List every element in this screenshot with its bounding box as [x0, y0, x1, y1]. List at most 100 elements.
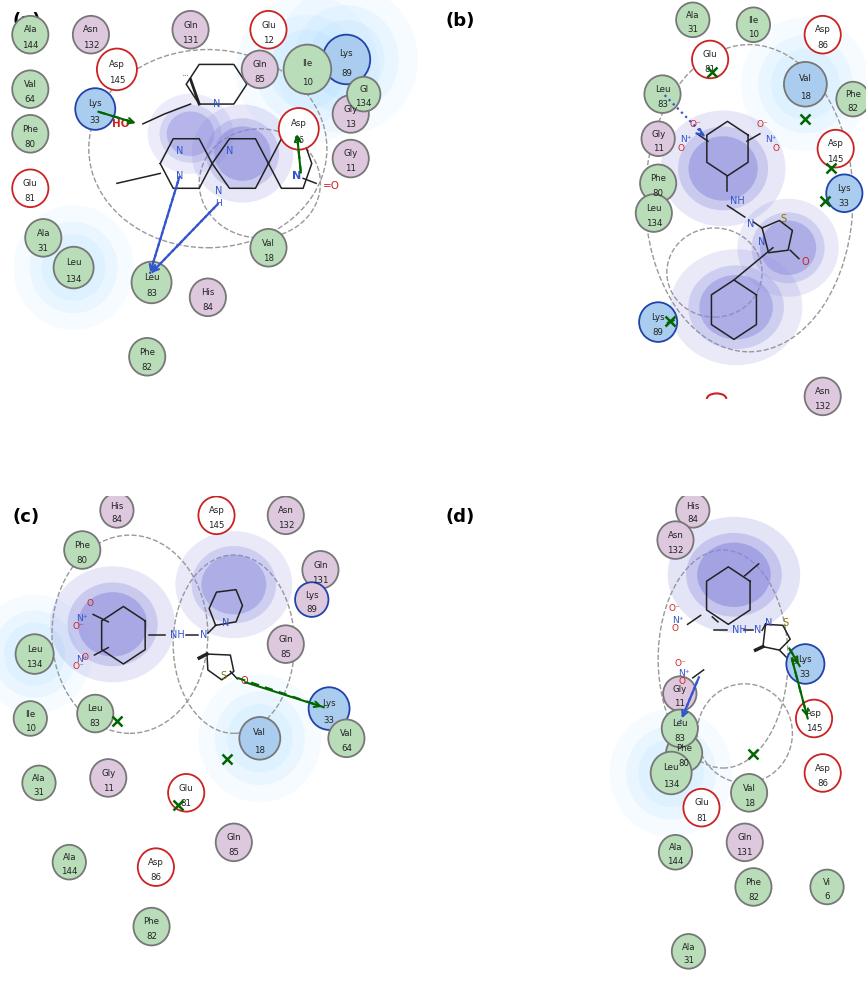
Text: O: O	[772, 144, 780, 154]
Text: Ala: Ala	[32, 774, 46, 783]
Text: 132: 132	[814, 402, 831, 411]
Ellipse shape	[676, 494, 709, 527]
Text: 86: 86	[818, 41, 828, 50]
Text: 83: 83	[146, 289, 157, 298]
Text: N: N	[754, 625, 762, 635]
Ellipse shape	[269, 30, 346, 109]
Text: 131: 131	[312, 576, 329, 585]
Text: 86: 86	[151, 873, 161, 882]
Text: 80: 80	[653, 189, 663, 198]
Text: N⁺: N⁺	[766, 135, 777, 145]
Text: Val: Val	[340, 729, 352, 738]
Text: 134: 134	[662, 780, 680, 789]
Text: 134: 134	[355, 99, 372, 108]
Text: Leu: Leu	[66, 258, 81, 267]
Text: Ala: Ala	[36, 229, 50, 238]
Text: NH: NH	[729, 196, 745, 206]
Ellipse shape	[323, 35, 371, 84]
Ellipse shape	[735, 868, 772, 906]
Text: Lys: Lys	[798, 654, 812, 664]
Ellipse shape	[737, 8, 770, 43]
Text: O: O	[802, 257, 810, 267]
Ellipse shape	[638, 739, 704, 807]
Ellipse shape	[25, 219, 61, 257]
Text: O⁻: O⁻	[73, 622, 85, 631]
Ellipse shape	[239, 717, 281, 759]
Ellipse shape	[688, 137, 758, 200]
Ellipse shape	[737, 198, 838, 297]
Text: Glu: Glu	[23, 179, 37, 188]
Text: Glu: Glu	[179, 784, 193, 793]
Text: 89: 89	[341, 68, 352, 77]
Text: S: S	[783, 618, 789, 628]
Ellipse shape	[279, 108, 319, 150]
Ellipse shape	[168, 774, 204, 812]
Text: Ala: Ala	[686, 11, 700, 20]
Ellipse shape	[29, 222, 118, 313]
Text: 33: 33	[324, 716, 334, 724]
Text: Leu: Leu	[87, 705, 103, 714]
Text: N: N	[746, 219, 754, 229]
Text: O⁻: O⁻	[669, 605, 681, 613]
Text: Leu: Leu	[144, 273, 159, 281]
Ellipse shape	[731, 774, 767, 812]
Text: O: O	[672, 623, 679, 633]
Text: Gln: Gln	[184, 21, 197, 30]
Text: 13: 13	[346, 120, 356, 129]
Text: Phe: Phe	[23, 125, 38, 134]
Text: 134: 134	[26, 660, 43, 670]
Text: 80: 80	[679, 759, 689, 768]
Ellipse shape	[215, 126, 270, 181]
Ellipse shape	[227, 705, 293, 772]
Text: 31: 31	[688, 25, 698, 34]
Text: Asp: Asp	[828, 140, 843, 149]
Text: 134: 134	[645, 219, 662, 228]
Text: 134: 134	[65, 275, 82, 283]
Ellipse shape	[688, 266, 784, 349]
Text: 145: 145	[108, 76, 126, 85]
Text: 82: 82	[748, 893, 759, 902]
Text: H: H	[216, 198, 222, 208]
Text: 83: 83	[657, 100, 668, 109]
Text: O⁻: O⁻	[73, 662, 85, 671]
Text: O: O	[790, 656, 798, 667]
Ellipse shape	[75, 88, 115, 130]
Text: Asp: Asp	[815, 26, 830, 35]
Text: 144: 144	[22, 41, 39, 50]
Text: 64: 64	[25, 95, 36, 104]
Text: NH: NH	[732, 625, 746, 635]
Text: Gly: Gly	[651, 130, 665, 139]
Text: Lys: Lys	[339, 49, 353, 57]
Text: O: O	[87, 600, 94, 608]
Ellipse shape	[662, 710, 698, 747]
Ellipse shape	[294, 5, 399, 114]
Text: (a): (a)	[13, 13, 42, 31]
Text: 131: 131	[736, 848, 753, 857]
Ellipse shape	[678, 127, 768, 210]
Text: 11: 11	[675, 699, 685, 708]
Ellipse shape	[0, 610, 76, 698]
Ellipse shape	[666, 734, 702, 772]
Ellipse shape	[206, 118, 279, 189]
Text: 81: 81	[181, 799, 191, 808]
Ellipse shape	[784, 61, 827, 107]
Text: 80: 80	[25, 140, 36, 149]
Text: N⁺: N⁺	[76, 613, 87, 623]
Text: Phe: Phe	[139, 348, 155, 357]
Text: 10: 10	[25, 723, 36, 732]
Ellipse shape	[669, 249, 802, 366]
Text: O: O	[678, 677, 685, 686]
Ellipse shape	[215, 692, 305, 785]
Ellipse shape	[284, 45, 331, 94]
Text: 31: 31	[34, 788, 44, 797]
Ellipse shape	[347, 77, 380, 112]
Ellipse shape	[796, 700, 832, 737]
Ellipse shape	[14, 205, 133, 330]
Ellipse shape	[138, 848, 174, 886]
Text: O: O	[241, 676, 248, 687]
Ellipse shape	[16, 634, 54, 674]
Text: His: His	[110, 501, 124, 510]
Text: Leu: Leu	[655, 85, 670, 94]
Ellipse shape	[626, 726, 716, 820]
Text: O: O	[81, 653, 88, 662]
